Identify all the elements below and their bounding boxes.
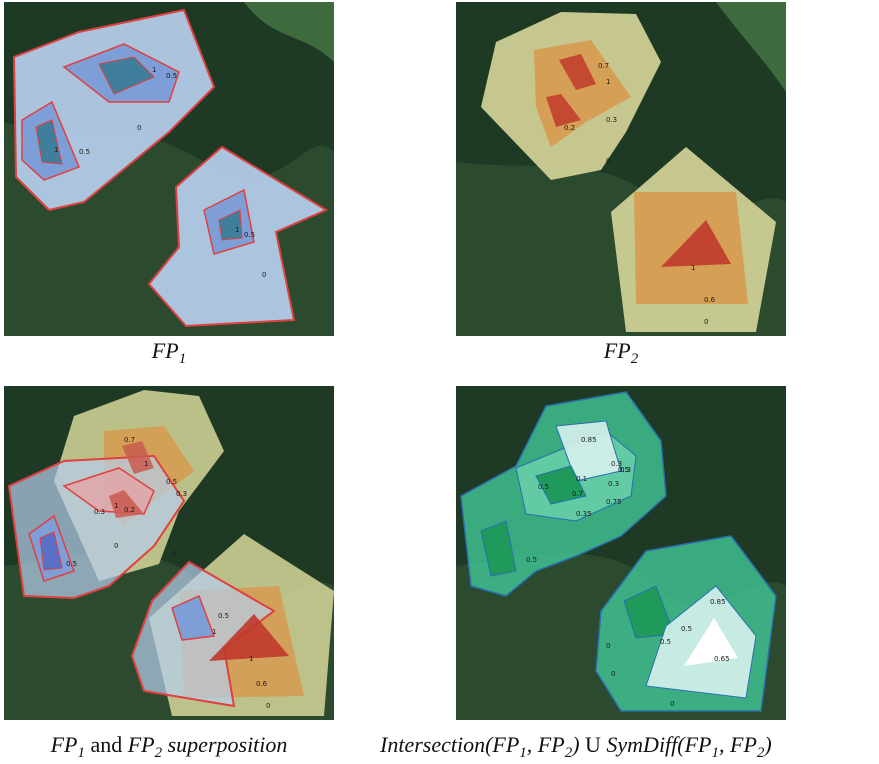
combined-contour-label: 0	[670, 700, 674, 708]
combined-contour-label: 0.3	[611, 460, 622, 468]
fp2-zone-a-core-2	[109, 490, 144, 518]
fp1-contour-label: 0.5	[166, 72, 177, 80]
panel-fp1: 1 0.5 0 1 0.5 1 0.5 0	[4, 2, 334, 336]
superposition-contour-label: 1	[114, 502, 118, 510]
combined-zone-a-light	[555, 420, 622, 482]
superposition-contour-label: 0.2	[124, 506, 135, 514]
combined-contour-label: 0	[606, 642, 610, 650]
combined-contour-label: 0.75	[606, 498, 622, 506]
fp2-contour-label: 0.3	[606, 116, 617, 124]
fp1-zone-b-core	[35, 119, 63, 165]
terrain-highlight	[244, 2, 334, 62]
caption-combined: Intersection(FP1, FP2) U SymDiff(FP1, FP…	[380, 732, 772, 761]
combined-contour-label: 0.85	[581, 436, 597, 444]
superposition-contour-label: 0	[172, 550, 176, 558]
superposition-contour-label: 0	[114, 542, 118, 550]
combined-contour-label: 0.5	[538, 483, 549, 491]
combined-contour-label: 0.5	[526, 556, 537, 564]
fp2-zone-b-core	[661, 220, 731, 267]
fp1-contour-label: 1	[235, 226, 239, 234]
fp1-contour-label: 1	[54, 146, 58, 154]
combined-contour-label: 0.5	[660, 638, 671, 646]
superposition-contour-label: 0	[266, 702, 270, 710]
panel-fp2: 0.7 1 0.3 0.2 0 1 0.6 0	[456, 2, 786, 336]
combined-contour-label: 0.35	[576, 510, 592, 518]
superposition-contour-label: 1	[212, 628, 216, 636]
combined-contour-label: 0.5	[618, 466, 629, 474]
combined-contour-label: 0	[611, 670, 615, 678]
fp1-contour-label: 0.5	[79, 148, 90, 156]
fp1-contour-label: 0	[262, 271, 266, 279]
fp1-map: 1 0.5 0 1 0.5 1 0.5 0	[4, 2, 334, 336]
panel-superposition: 0.7 1 0.3 0.2 0.3 1 0.5 0 0 0.5 1 0.5 1 0.6 0	[4, 386, 334, 720]
caption-superposition: FP1 and FP2 superposition	[50, 732, 288, 761]
combined-contour-label: 0.3	[620, 466, 631, 474]
terrain-highlight	[716, 2, 786, 92]
fp2-contour-label: 0	[606, 157, 610, 165]
fp2-contour-labels: 0.7 1 0.3 0.2 0 1 0.6 0	[564, 62, 716, 326]
superposition-contour-label: 0.3	[176, 490, 187, 498]
fp2-contour-label: 0.7	[598, 62, 609, 70]
combined-contour-label: 0.5	[681, 625, 692, 633]
fp1-contour-label: 1	[152, 66, 156, 74]
combined-zone-d-core	[684, 618, 738, 666]
fp1-zone-b-core	[39, 531, 63, 571]
fp2-contour-label: 1	[606, 78, 610, 86]
fp1-zone-c-core	[218, 209, 243, 241]
combined-contour-label: 0.7	[572, 490, 583, 498]
fp2-map: 0.7 1 0.3 0.2 0 1 0.6 0	[456, 2, 786, 336]
caption-fp1: FP1	[151, 338, 187, 367]
fp2-contour-label: 1	[691, 264, 695, 272]
combined-map: 0.850.30.50.30.50.10.350.750.30.50.70.85…	[456, 386, 786, 720]
caption-fp2: FP2	[603, 338, 639, 367]
fp1-zone-a-core	[98, 56, 155, 95]
fp2-contour-label: 0	[704, 318, 708, 326]
fp2-zone-b-core	[209, 614, 289, 661]
superposition-contour-label: 0.5	[218, 612, 229, 620]
fp1-contour-labels: 1 0.5 0 1 0.5 1 0.5 0	[54, 66, 266, 279]
fp2-contour-label: 0.2	[564, 124, 575, 132]
fp2-zone-a-core-2	[546, 94, 581, 127]
fp2-contour-label: 0.6	[704, 296, 716, 304]
combined-contour-label: 0.65	[714, 655, 730, 663]
superposition-contour-label: 0.6	[256, 680, 268, 688]
combined-zone-a-core	[535, 465, 587, 505]
combined-contour-label: 0.85	[710, 598, 726, 606]
superposition-contour-label: 1	[249, 655, 253, 663]
fp1-contour-label: 0.5	[244, 231, 255, 239]
panel-combined: 0.85 0.3 0.5 0.3 0.5 0.1 0.35 0.75 0.3 0.5 0.7 0.85…	[456, 386, 786, 720]
superposition-contour-label: 0.5	[166, 478, 177, 486]
combined-zone-b-core	[480, 520, 517, 577]
superposition-contour-label: 1	[144, 460, 148, 468]
fp1-contour-label: 0	[137, 124, 141, 132]
superposition-contour-label: 0.5	[66, 560, 77, 568]
fp2-zone-a-core-1	[559, 54, 596, 90]
combined-contour-labels: 0.850.30.50.30.50.10.350.750.30.50.70.85…	[526, 436, 730, 708]
superposition-contour-label: 0.7	[124, 436, 135, 444]
combined-contour-label: 0.3	[608, 480, 619, 488]
combined-contour-label: 0.1	[576, 475, 587, 483]
superposition-contour-label: 0.3	[94, 508, 105, 516]
fp1-zone-c-mid	[171, 594, 216, 641]
fp2-zone-a-core-1	[122, 441, 154, 474]
